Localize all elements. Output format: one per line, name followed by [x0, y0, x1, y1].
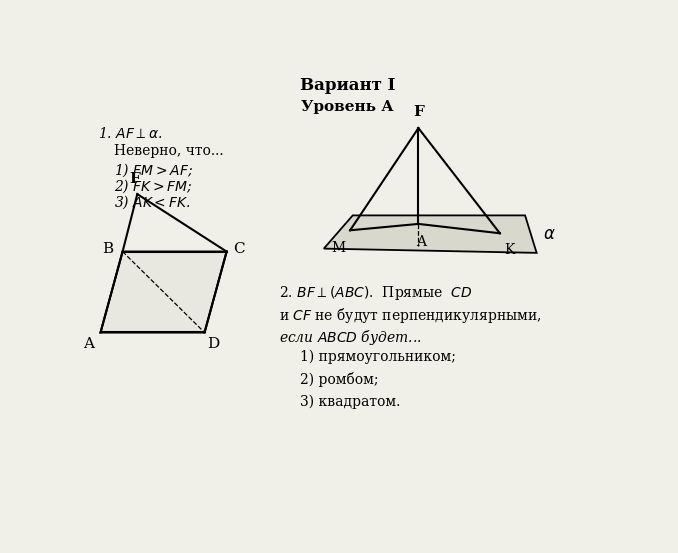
Text: B: B [102, 242, 113, 257]
Text: 1) прямоугольником;: 1) прямоугольником; [300, 350, 456, 364]
Text: K: K [504, 243, 515, 257]
Text: 2. $BF \perp (ABC)$.  Прямые  $CD$: 2. $BF \perp (ABC)$. Прямые $CD$ [279, 284, 473, 301]
Text: A: A [83, 337, 94, 351]
Text: $\alpha$: $\alpha$ [543, 226, 556, 243]
Text: 2) ромбом;: 2) ромбом; [300, 372, 379, 387]
Text: F: F [129, 171, 140, 186]
Text: 3) квадратом.: 3) квадратом. [300, 394, 401, 409]
Text: F: F [413, 105, 424, 119]
Text: Вариант I: Вариант I [300, 77, 395, 94]
Text: если $ABCD$ будет...: если $ABCD$ будет... [279, 328, 422, 347]
Text: 2) $FK > FM$;: 2) $FK > FM$; [114, 177, 193, 195]
Text: Неверно, что...: Неверно, что... [114, 144, 223, 158]
Text: Уровень А: Уровень А [301, 101, 394, 114]
Text: 3) $AK < FK$.: 3) $AK < FK$. [114, 193, 191, 211]
Text: 1. $AF \perp \alpha$.: 1. $AF \perp \alpha$. [98, 126, 162, 141]
Text: 1) $FM > AF$;: 1) $FM > AF$; [114, 161, 193, 179]
Text: D: D [207, 337, 220, 351]
Text: M: M [332, 241, 346, 255]
Text: C: C [233, 242, 245, 257]
Text: и $CF$ не будут перпендикулярными,: и $CF$ не будут перпендикулярными, [279, 306, 542, 325]
Polygon shape [100, 252, 226, 332]
Polygon shape [324, 216, 537, 253]
Text: A: A [416, 234, 426, 248]
